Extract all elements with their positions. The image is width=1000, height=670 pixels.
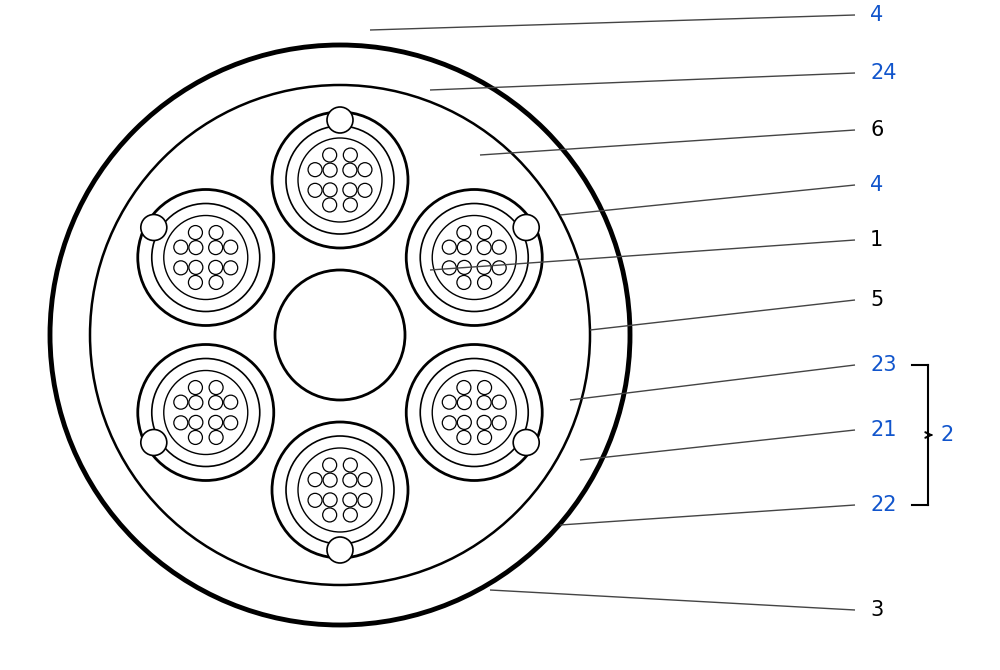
Circle shape — [224, 416, 238, 430]
Text: 22: 22 — [870, 495, 896, 515]
Circle shape — [492, 240, 506, 254]
Circle shape — [457, 430, 471, 444]
Circle shape — [327, 107, 353, 133]
Text: 4: 4 — [870, 5, 883, 25]
Circle shape — [323, 508, 337, 522]
Circle shape — [343, 473, 357, 487]
Circle shape — [323, 458, 337, 472]
Circle shape — [189, 241, 203, 255]
Circle shape — [209, 275, 223, 289]
Circle shape — [457, 415, 471, 429]
Circle shape — [323, 198, 337, 212]
Circle shape — [343, 163, 357, 177]
Circle shape — [478, 381, 492, 395]
Circle shape — [209, 395, 223, 409]
Circle shape — [457, 241, 471, 255]
Text: 3: 3 — [870, 600, 883, 620]
Circle shape — [478, 275, 492, 289]
Circle shape — [209, 261, 223, 275]
Circle shape — [141, 429, 167, 456]
Circle shape — [188, 381, 202, 395]
Text: 6: 6 — [870, 120, 883, 140]
Circle shape — [138, 190, 274, 326]
Circle shape — [442, 395, 456, 409]
Circle shape — [188, 226, 202, 240]
Circle shape — [492, 261, 506, 275]
Circle shape — [358, 472, 372, 486]
Circle shape — [174, 395, 188, 409]
Circle shape — [141, 214, 167, 241]
Circle shape — [308, 493, 322, 507]
Circle shape — [513, 429, 539, 456]
Circle shape — [477, 241, 491, 255]
Circle shape — [323, 493, 337, 507]
Circle shape — [138, 344, 274, 480]
Circle shape — [189, 415, 203, 429]
Circle shape — [209, 415, 223, 429]
Circle shape — [188, 430, 202, 444]
Circle shape — [323, 473, 337, 487]
Circle shape — [343, 458, 357, 472]
Circle shape — [224, 261, 238, 275]
Circle shape — [323, 148, 337, 162]
Text: 24: 24 — [870, 63, 896, 83]
Circle shape — [358, 163, 372, 177]
Circle shape — [308, 184, 322, 198]
Circle shape — [492, 395, 506, 409]
Circle shape — [477, 261, 491, 275]
Circle shape — [327, 537, 353, 563]
Circle shape — [358, 184, 372, 198]
Text: 5: 5 — [870, 290, 883, 310]
Circle shape — [492, 416, 506, 430]
Circle shape — [224, 240, 238, 254]
Text: 4: 4 — [870, 175, 883, 195]
Circle shape — [457, 261, 471, 275]
Circle shape — [406, 190, 542, 326]
Circle shape — [457, 395, 471, 409]
Circle shape — [478, 226, 492, 240]
Circle shape — [513, 214, 539, 241]
Circle shape — [477, 395, 491, 409]
Text: 2: 2 — [940, 425, 953, 445]
Text: 23: 23 — [870, 355, 896, 375]
Circle shape — [272, 112, 408, 248]
Circle shape — [343, 508, 357, 522]
Circle shape — [343, 493, 357, 507]
Circle shape — [189, 395, 203, 409]
Text: 1: 1 — [870, 230, 883, 250]
Circle shape — [457, 226, 471, 240]
Circle shape — [224, 395, 238, 409]
Circle shape — [323, 163, 337, 177]
Circle shape — [209, 381, 223, 395]
Circle shape — [358, 493, 372, 507]
Circle shape — [275, 270, 405, 400]
Circle shape — [209, 226, 223, 240]
Circle shape — [442, 261, 456, 275]
Circle shape — [308, 472, 322, 486]
Text: 21: 21 — [870, 420, 896, 440]
Circle shape — [272, 422, 408, 558]
Circle shape — [188, 275, 202, 289]
Circle shape — [343, 148, 357, 162]
Circle shape — [174, 416, 188, 430]
Circle shape — [323, 183, 337, 197]
Circle shape — [189, 261, 203, 275]
Circle shape — [209, 430, 223, 444]
Circle shape — [174, 261, 188, 275]
Circle shape — [343, 198, 357, 212]
Circle shape — [406, 344, 542, 480]
Circle shape — [209, 241, 223, 255]
Circle shape — [477, 415, 491, 429]
Circle shape — [457, 275, 471, 289]
Circle shape — [442, 416, 456, 430]
Circle shape — [457, 381, 471, 395]
Circle shape — [174, 240, 188, 254]
Circle shape — [478, 430, 492, 444]
Circle shape — [308, 163, 322, 177]
Circle shape — [442, 240, 456, 254]
Circle shape — [343, 183, 357, 197]
